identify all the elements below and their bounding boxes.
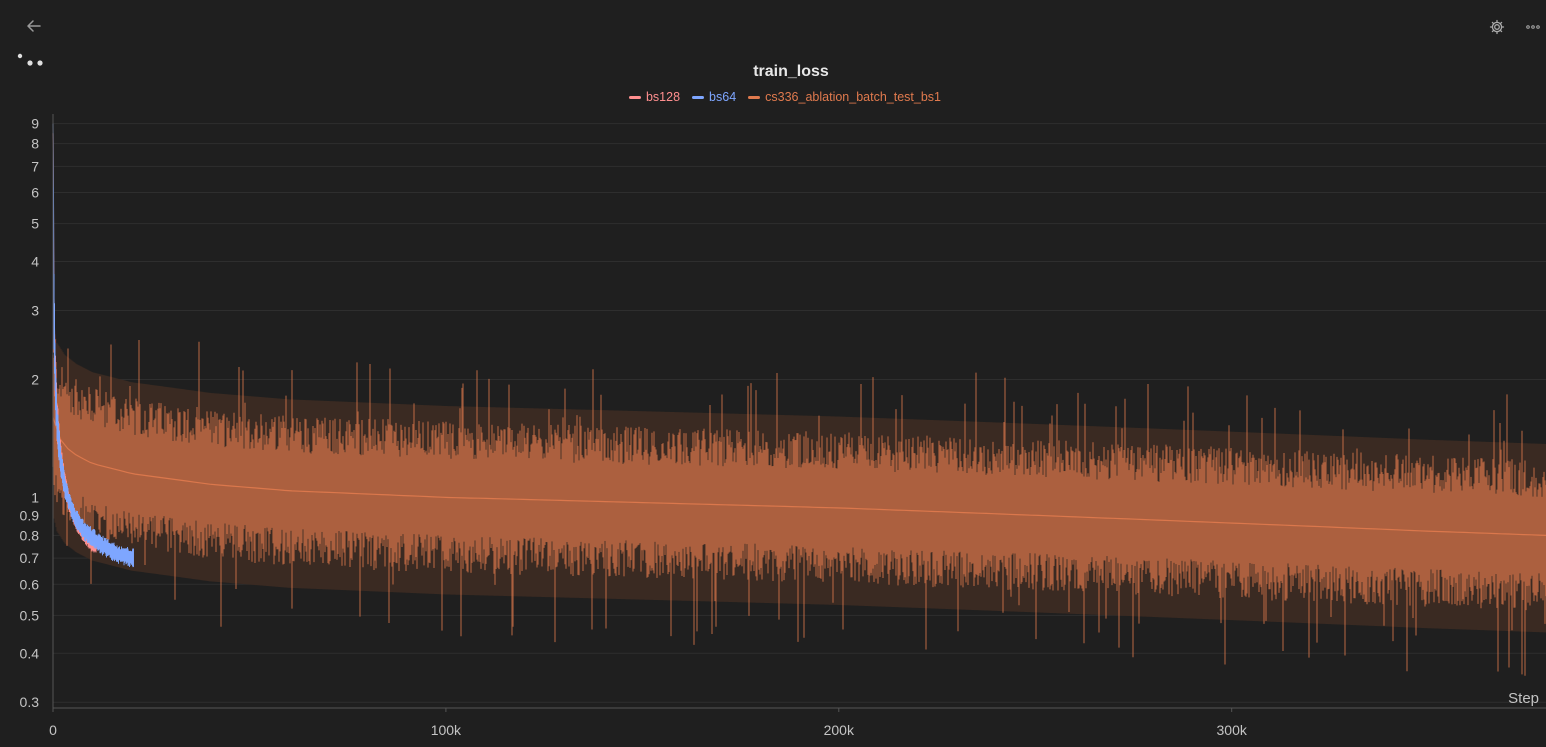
y-tick-label: 4 [31,254,39,270]
panel-actions [1484,14,1546,40]
x-axis-title: Step [1508,690,1539,707]
arrow-left-icon [27,20,41,32]
legend: bs128 bs64 cs336_ablation_batch_test_bs1 [0,90,1546,104]
legend-item-bs128[interactable]: bs128 [628,90,681,104]
series-line [52,417,1546,536]
y-tick-label: 0.3 [20,694,40,710]
settings-button[interactable] [1484,14,1510,40]
x-tick-label: 300k [1217,722,1248,738]
y-tick-label: 6 [31,185,39,201]
y-tick-label: 0.6 [20,576,40,592]
drag-handle[interactable] [16,52,48,70]
y-tick-label: 1 [31,489,39,505]
y-tick-label: 7 [31,158,39,174]
x-tick-label: 200k [824,722,855,738]
drag-handle-icon [17,53,43,66]
y-tick-label: 9 [31,116,39,132]
x-tick-label: 0 [49,722,57,738]
back-button[interactable] [22,14,46,38]
legend-swatch-bs64 [692,95,705,99]
y-tick-label: 0.9 [20,507,40,523]
legend-item-bs64[interactable]: bs64 [692,90,736,104]
series-layer [52,123,1546,676]
legend-label-bs128: bs128 [645,90,681,104]
y-tick-label: 0.8 [20,527,40,543]
legend-label-bs64: bs64 [709,90,737,104]
series-bs64 [52,123,134,568]
series-cs336_ablation_batch_test_bs1 [52,326,1546,676]
gear-icon [1489,19,1505,35]
y-tick-label: 0.7 [20,550,40,566]
y-tick-label: 2 [31,371,39,387]
legend-item-bs1[interactable]: cs336_ablation_batch_test_bs1 [748,90,941,104]
chart-title: train_loss [753,63,829,80]
series-line [52,123,134,559]
y-tick-label: 8 [31,136,39,152]
more-horizontal-icon [1526,25,1540,29]
y-tick-label: 0.4 [20,645,40,661]
legend-label-bs1: cs336_ablation_batch_test_bs1 [765,90,941,104]
axes: 0.3 0.4 0.5 0.6 0.7 0.8 0.9 1 2 3 4 5 6 7 8 9 0 100k 200k 3… [20,114,1546,738]
y-tick-label: 3 [31,302,39,318]
x-tick-label: 100k [431,722,462,738]
y-tick-label: 0.5 [20,607,40,623]
legend-swatch-bs1 [748,95,761,99]
more-options-button[interactable] [1520,14,1546,40]
legend-swatch-bs128 [628,95,641,99]
y-tick-label: 5 [31,216,39,232]
